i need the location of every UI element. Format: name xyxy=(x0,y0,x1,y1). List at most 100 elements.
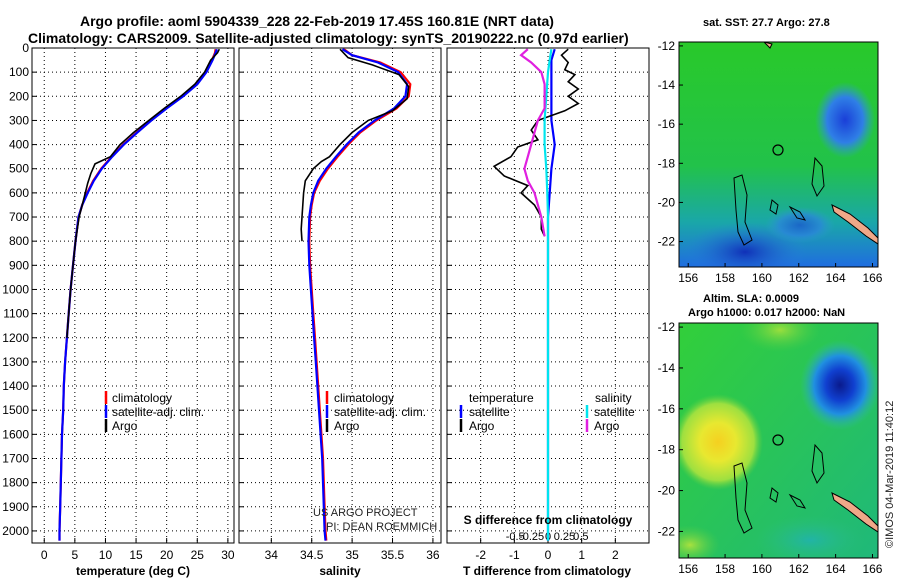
s-tick-label: -0.25 xyxy=(519,531,544,543)
depth-tick-label: 1500 xyxy=(2,403,29,417)
figure-title-line1: Argo profile: aoml 5904339_228 22-Feb-20… xyxy=(80,13,554,29)
series-line-argo xyxy=(300,48,410,242)
depth-tick-label: 100 xyxy=(9,65,29,79)
depth-tick-label: 700 xyxy=(9,210,29,224)
depth-tick-label: 1000 xyxy=(2,282,29,296)
sla-map-frame xyxy=(678,322,879,559)
sst-coastline-reef-east xyxy=(811,156,825,198)
sst-field xyxy=(679,42,878,267)
legend-label-t-argo: Argo xyxy=(469,419,495,433)
sla-map-tick-labels: 156 158 160 162 164 166 -12 -14 -16 -18 -20 -22 xyxy=(658,320,883,576)
temperature-panel: 0100200300400500600700800900100011001200… xyxy=(2,41,235,578)
sla-high-patch xyxy=(679,394,763,490)
temperature-axis-label: temperature (deg C) xyxy=(76,564,190,578)
s-difference-tick-labels: -0.5-0.25 0 0.250.5 xyxy=(506,531,589,543)
temperature-tick-labels: 0 5 10 15 20 25 30 xyxy=(41,48,235,562)
map-lon-tick-label: 158 xyxy=(715,562,735,576)
map-lat-tick-label: -18 xyxy=(658,156,676,170)
difference-salinity-legend: salinity satellite Argo xyxy=(585,391,635,433)
sst-coastline-west xyxy=(733,174,753,246)
legend-label-s-argo: Argo xyxy=(594,419,620,433)
sst-argo-position-marker xyxy=(772,144,784,156)
map-lat-tick-label: -14 xyxy=(658,78,676,92)
legend-label-climatology: climatology xyxy=(112,391,172,405)
temperature-series xyxy=(58,48,221,541)
s-tick-label: -0.5 xyxy=(506,531,525,543)
sla-land-new-caledonia xyxy=(831,492,878,533)
map-lon-tick-label: 160 xyxy=(752,271,772,285)
salinity-tick-labels: 34 34.5 35 35.5 36 xyxy=(265,48,440,562)
x-tick-label: 34.5 xyxy=(300,548,324,562)
sst-land-north xyxy=(763,42,773,49)
map-lat-tick-label: -18 xyxy=(658,443,676,457)
map-lon-tick-label: 166 xyxy=(862,562,882,576)
series-line-satellite-adj-clim xyxy=(58,48,218,541)
legend-label-s-satellite: satellite xyxy=(594,405,635,419)
sla-field xyxy=(679,323,878,558)
depth-tick-label: 1300 xyxy=(2,355,29,369)
depth-tick-label: 2000 xyxy=(2,524,29,538)
sla-high-southwest xyxy=(679,525,720,558)
map-lat-tick-label: -22 xyxy=(658,235,676,249)
legend-title-salinity: salinity xyxy=(595,391,632,405)
depth-tick-label: 500 xyxy=(9,162,29,176)
sla-low-south xyxy=(755,515,865,558)
x-tick-label: 36 xyxy=(426,548,440,562)
sla-coastline-reef-east xyxy=(811,443,825,485)
x-tick-label: 20 xyxy=(160,548,174,562)
legend-label-satellite: satellite-adj. clim. xyxy=(112,405,204,419)
map-lon-tick-label: 162 xyxy=(789,562,809,576)
salinity-plot-frame xyxy=(238,47,442,544)
salinity-legend: climatology satellite-adj. clim. Argo xyxy=(325,391,426,433)
temperature-legend: climatology satellite-adj. clim. Argo xyxy=(104,391,204,433)
sla-argo-position-marker xyxy=(772,434,784,446)
map-lon-tick-label: 156 xyxy=(678,271,698,285)
series-line-s-satellite xyxy=(543,49,553,541)
x-tick-label: 30 xyxy=(221,548,235,562)
series-line-s-argo xyxy=(519,48,546,237)
sst-cool-patch xyxy=(815,82,875,158)
sst-land-new-caledonia xyxy=(831,204,878,245)
x-tick-label: 0 xyxy=(545,548,552,562)
x-tick-label: 15 xyxy=(129,548,143,562)
difference-panel: -2 -1 0 1 2 -0.5-0.25 0 0.250.5 T difference f… xyxy=(446,47,650,578)
map-lon-tick-label: 158 xyxy=(715,271,735,285)
legend-label-satellite: satellite-adj. clim. xyxy=(334,405,426,419)
sst-map-title: sat. SST: 27.7 Argo: 27.8 xyxy=(703,17,830,29)
depth-tick-label: 300 xyxy=(9,113,29,127)
map-lat-tick-label: -16 xyxy=(658,402,676,416)
salinity-depth-gridlines xyxy=(239,47,441,532)
depth-tick-label: 200 xyxy=(9,89,29,103)
x-tick-label: 35 xyxy=(345,548,359,562)
depth-tick-label: 1400 xyxy=(2,379,29,393)
sla-map: Altim. SLA: 0.0009 Argo h1000: 0.017 h20… xyxy=(658,293,883,576)
depth-tick-label: 900 xyxy=(9,258,29,272)
depth-tick-label: 1800 xyxy=(2,476,29,490)
map-lat-tick-label: -20 xyxy=(658,195,676,209)
legend-label-climatology: climatology xyxy=(334,391,394,405)
map-lon-tick-label: 160 xyxy=(752,562,772,576)
legend-title-temperature: temperature xyxy=(469,391,534,405)
sla-map-title-line2: Argo h1000: 0.017 h2000: NaN xyxy=(688,307,845,319)
depth-tick-labels: 0 100 200 300 400 500 600 700 800 900 1000 1100 1200… xyxy=(2,41,29,538)
s-tick-label: 0.5 xyxy=(573,531,588,543)
map-lat-tick-label: -16 xyxy=(658,117,676,131)
sla-high-north xyxy=(740,323,820,352)
map-lat-tick-label: -22 xyxy=(658,524,676,538)
legend-label-argo: Argo xyxy=(112,419,138,433)
x-tick-label: -1 xyxy=(509,548,520,562)
depth-tick-label: 400 xyxy=(9,138,29,152)
sla-map-title-line1: Altim. SLA: 0.0009 xyxy=(703,293,799,305)
sla-coastline-islet xyxy=(769,487,779,503)
map-lon-tick-label: 164 xyxy=(826,271,846,285)
depth-tick-label: 1600 xyxy=(2,427,29,441)
sst-coastline-islet xyxy=(769,199,779,215)
series-line-climatology xyxy=(58,49,217,541)
sst-cool-midbottom xyxy=(765,207,835,243)
sst-map-tick-labels: 156 158 160 162 164 166 -12 -14 -16 -18 -20 -22 xyxy=(658,39,883,285)
pi-credit: PI: DEAN ROEMMICH xyxy=(326,521,437,533)
sla-low-patch xyxy=(800,340,878,430)
series-line-t-argo xyxy=(492,48,580,237)
salinity-series xyxy=(300,48,412,541)
